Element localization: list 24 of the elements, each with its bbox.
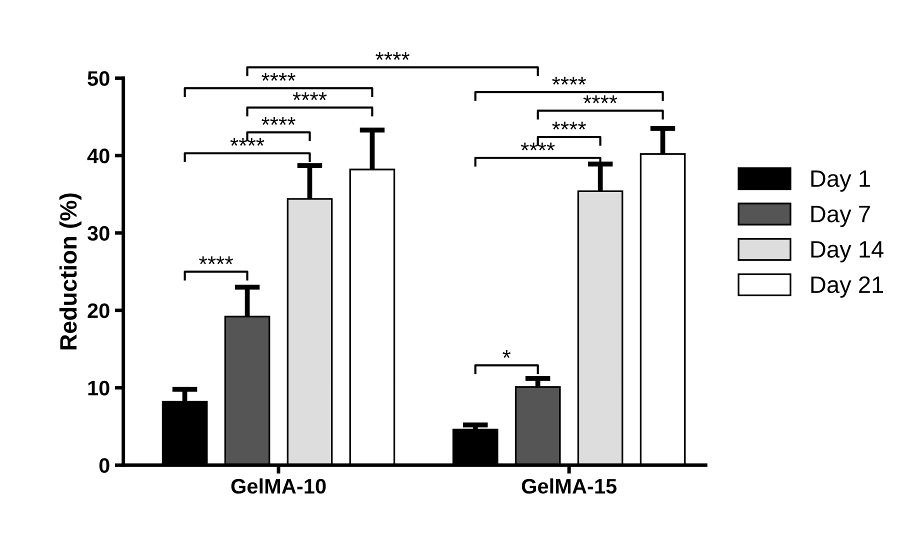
y-tick-label: 10 [88, 380, 110, 396]
x-tick-label: GelMA-15 [522, 478, 617, 494]
annotation: **** [552, 76, 586, 85]
text: **** [376, 52, 410, 60]
legend-label: Day 1 [811, 170, 870, 192]
annotation: **** [262, 72, 296, 81]
annotation: * [502, 350, 511, 358]
y-tick-label: 50 [88, 71, 110, 86]
annotation: **** [199, 256, 233, 264]
legend-label: Day 7 [811, 206, 870, 228]
y-axis-title: Reduction (%) [59, 193, 82, 350]
legend-label: Day 14 [811, 241, 884, 262]
annotation: **** [552, 122, 586, 130]
y-tick-label: 40 [87, 148, 110, 164]
legend-label: Day 21 [811, 276, 884, 298]
y-tick-label: 20 [88, 303, 110, 318]
annotation: **** [520, 142, 555, 150]
y-tick-label: 30 [87, 226, 110, 241]
annotation: **** [230, 138, 264, 146]
x-tick-label: GelMA-10 [231, 478, 326, 494]
annotation: **** [262, 117, 296, 125]
y-tick-label: 0 [99, 458, 110, 473]
annotation: **** [292, 92, 327, 100]
annotation: **** [583, 95, 618, 104]
